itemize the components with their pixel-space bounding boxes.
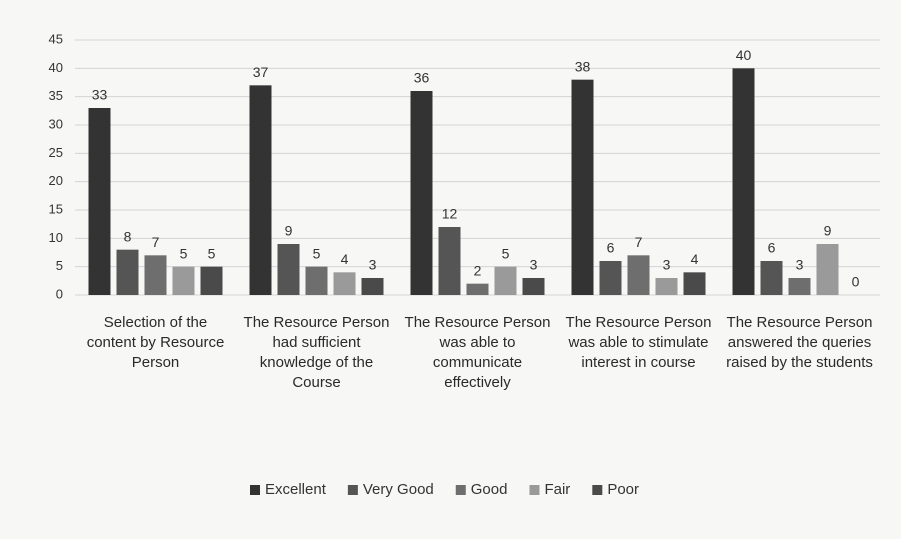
x-tick-label: Selection of the content by Resource Per… xyxy=(86,314,225,371)
data-label: 12 xyxy=(442,206,458,222)
bar xyxy=(116,249,139,295)
data-label: 37 xyxy=(253,64,269,80)
y-tick-label: 0 xyxy=(56,286,63,301)
bar xyxy=(88,108,111,295)
data-label: 3 xyxy=(663,257,671,273)
legend-swatch xyxy=(347,485,358,495)
data-label: 2 xyxy=(474,262,482,278)
data-label: 6 xyxy=(768,240,776,256)
x-tick-label: The Resource Person had sufficient knowl… xyxy=(243,314,390,391)
y-tick-label: 40 xyxy=(49,60,63,75)
data-label: 4 xyxy=(691,251,699,267)
bar xyxy=(172,266,195,295)
data-label: 5 xyxy=(502,245,510,261)
y-tick-label: 30 xyxy=(49,116,63,131)
bar xyxy=(277,244,300,295)
x-tick-label: The Resource Person was able to communic… xyxy=(404,314,551,391)
data-label: 9 xyxy=(285,223,293,239)
y-tick-label: 5 xyxy=(56,258,63,273)
bar xyxy=(466,283,489,295)
bar xyxy=(732,68,755,295)
data-label: 36 xyxy=(414,70,430,86)
data-label: 8 xyxy=(124,228,132,244)
data-label: 7 xyxy=(635,234,643,250)
data-label: 3 xyxy=(369,257,377,273)
bar xyxy=(816,244,839,295)
bar xyxy=(333,272,356,295)
data-label: 5 xyxy=(180,245,188,261)
y-tick-label: 15 xyxy=(49,201,63,216)
bar xyxy=(655,278,678,295)
bar xyxy=(599,261,622,295)
legend-swatch xyxy=(592,485,603,495)
legend-swatch xyxy=(529,485,540,495)
bar xyxy=(788,278,811,295)
bar xyxy=(200,266,223,295)
data-label: 38 xyxy=(575,58,591,74)
bar xyxy=(494,266,517,295)
bar xyxy=(144,255,167,295)
legend-label: Poor xyxy=(607,481,639,498)
data-label: 6 xyxy=(607,240,615,256)
x-tick-label: The Resource Person was able to stimulat… xyxy=(565,314,712,371)
legend-label: Fair xyxy=(544,481,570,498)
bar xyxy=(760,261,783,295)
y-tick-label: 25 xyxy=(49,145,63,160)
data-label: 5 xyxy=(313,245,321,261)
data-label: 3 xyxy=(530,257,538,273)
bar xyxy=(361,278,384,295)
data-label: 4 xyxy=(341,251,349,267)
data-label: 5 xyxy=(208,245,216,261)
bar xyxy=(305,266,328,295)
legend-label: Excellent xyxy=(265,481,327,498)
legend-label: Very Good xyxy=(363,481,434,498)
y-tick-label: 35 xyxy=(49,88,63,103)
data-label: 7 xyxy=(152,234,160,250)
data-label: 0 xyxy=(852,274,860,290)
bar xyxy=(627,255,650,295)
legend-swatch xyxy=(455,485,466,495)
bar xyxy=(571,79,594,296)
legend-label: Good xyxy=(471,481,508,498)
bar xyxy=(438,227,461,295)
y-tick-label: 10 xyxy=(49,230,63,245)
data-label: 40 xyxy=(736,47,752,63)
y-tick-label: 20 xyxy=(49,173,63,188)
data-label: 9 xyxy=(824,223,832,239)
bar xyxy=(410,91,433,295)
y-tick-label: 45 xyxy=(49,31,63,46)
bar xyxy=(683,272,706,295)
legend-swatch xyxy=(250,485,260,495)
data-label: 3 xyxy=(796,257,804,273)
bar xyxy=(522,278,545,295)
bar xyxy=(249,85,272,295)
data-label: 33 xyxy=(92,87,108,103)
x-tick-label: The Resource Person answered the queries… xyxy=(726,314,873,371)
